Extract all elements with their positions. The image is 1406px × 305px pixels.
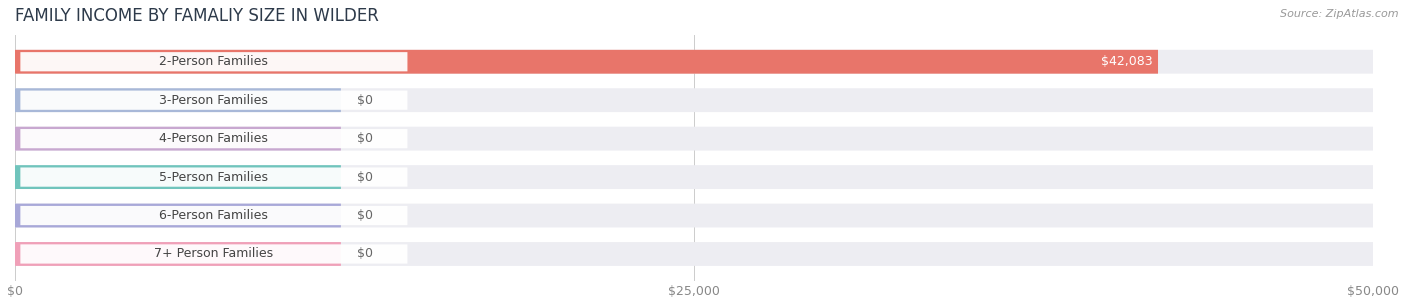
FancyBboxPatch shape [20, 244, 408, 264]
Text: $42,083: $42,083 [1101, 55, 1153, 68]
Text: $0: $0 [357, 209, 373, 222]
Text: FAMILY INCOME BY FAMALIY SIZE IN WILDER: FAMILY INCOME BY FAMALIY SIZE IN WILDER [15, 7, 378, 25]
FancyBboxPatch shape [15, 50, 1159, 74]
FancyBboxPatch shape [15, 165, 340, 189]
FancyBboxPatch shape [20, 91, 408, 110]
FancyBboxPatch shape [15, 88, 340, 112]
Text: $0: $0 [357, 94, 373, 107]
Text: 5-Person Families: 5-Person Families [159, 170, 269, 184]
FancyBboxPatch shape [20, 167, 408, 187]
FancyBboxPatch shape [15, 165, 1374, 189]
Text: $0: $0 [357, 132, 373, 145]
Text: Source: ZipAtlas.com: Source: ZipAtlas.com [1281, 9, 1399, 19]
FancyBboxPatch shape [15, 88, 1374, 112]
FancyBboxPatch shape [15, 50, 1374, 74]
Text: 4-Person Families: 4-Person Families [159, 132, 269, 145]
FancyBboxPatch shape [15, 127, 1374, 151]
Text: 6-Person Families: 6-Person Families [159, 209, 269, 222]
FancyBboxPatch shape [15, 127, 340, 151]
FancyBboxPatch shape [15, 204, 340, 228]
FancyBboxPatch shape [15, 242, 1374, 266]
FancyBboxPatch shape [20, 206, 408, 225]
Text: $0: $0 [357, 247, 373, 260]
FancyBboxPatch shape [15, 242, 340, 266]
Text: $0: $0 [357, 170, 373, 184]
Text: 2-Person Families: 2-Person Families [159, 55, 269, 68]
Text: 3-Person Families: 3-Person Families [159, 94, 269, 107]
FancyBboxPatch shape [15, 204, 1374, 228]
FancyBboxPatch shape [20, 52, 408, 71]
FancyBboxPatch shape [20, 129, 408, 148]
Text: 7+ Person Families: 7+ Person Families [155, 247, 274, 260]
